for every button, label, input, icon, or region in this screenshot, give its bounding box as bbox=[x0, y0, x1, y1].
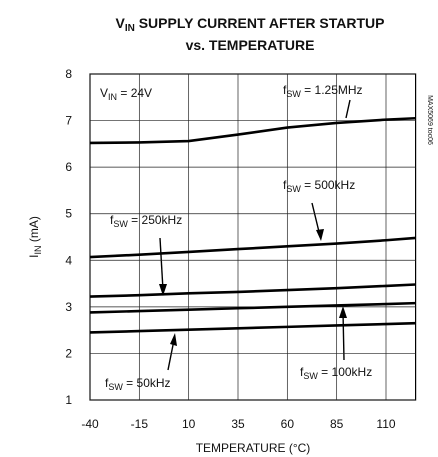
label-main: f bbox=[300, 365, 304, 379]
arrow bbox=[159, 237, 164, 291]
label-sub: SW bbox=[108, 382, 123, 392]
label-main: f bbox=[110, 213, 114, 227]
arrow bbox=[167, 339, 175, 371]
x-tick-label: 60 bbox=[281, 417, 295, 431]
label-rest: = 100kHz bbox=[318, 365, 372, 379]
arrow bbox=[345, 99, 351, 119]
chart-subtitle: vs. TEMPERATURE bbox=[186, 37, 315, 53]
y-tick-label: 2 bbox=[65, 346, 72, 360]
condition-label: VIN = 24V bbox=[100, 86, 152, 102]
side-note: MAX5069 toc06 bbox=[426, 95, 433, 145]
series-label: fSW = 1.25MHz bbox=[283, 83, 363, 99]
plot-frame bbox=[89, 73, 417, 401]
arrow bbox=[342, 311, 345, 361]
series-label: fSW = 50kHz bbox=[105, 376, 171, 392]
x-tick-label: -40 bbox=[81, 417, 99, 431]
x-tick-label: 35 bbox=[231, 417, 245, 431]
x-tick-label: 10 bbox=[182, 417, 196, 431]
label-main: f bbox=[105, 376, 109, 390]
annotation-arrows bbox=[159, 99, 351, 371]
label-rest: = 250kHz bbox=[128, 213, 182, 227]
label-rest: = 1.25MHz bbox=[301, 83, 363, 97]
series-line bbox=[89, 236, 416, 259]
label-sub: SW bbox=[113, 219, 128, 229]
label-main: f bbox=[283, 83, 287, 97]
label-rest: = 50kHz bbox=[123, 376, 171, 390]
x-tick-label: 110 bbox=[376, 417, 395, 431]
y-tick-label: 6 bbox=[65, 160, 72, 174]
series-line bbox=[89, 116, 416, 145]
label-sub: SW bbox=[303, 371, 318, 381]
label-main: f bbox=[283, 178, 287, 192]
arrow-head bbox=[170, 333, 177, 346]
label-sub: SW bbox=[286, 184, 301, 194]
series-line bbox=[89, 301, 416, 314]
series-label: fSW = 250kHz bbox=[110, 213, 182, 229]
arrow-head bbox=[339, 306, 347, 318]
y-tick-label: 5 bbox=[65, 207, 72, 221]
y-tick-label: 4 bbox=[65, 253, 72, 267]
series-line bbox=[89, 283, 416, 298]
series-label: fSW = 100kHz bbox=[300, 365, 372, 381]
y-tick-label: 3 bbox=[65, 300, 72, 314]
y-tick-label: 8 bbox=[65, 67, 72, 81]
y-tick-label: 7 bbox=[65, 114, 72, 128]
series-label: fSW = 500kHz bbox=[283, 178, 355, 194]
x-tick-label: -15 bbox=[131, 417, 149, 431]
y-tick-label: 1 bbox=[65, 393, 72, 407]
series-line bbox=[89, 321, 416, 334]
x-axis-label: TEMPERATURE (°C) bbox=[196, 441, 311, 455]
label-rest: = 500kHz bbox=[301, 178, 355, 192]
y-axis-label: IIN (mA) bbox=[27, 216, 43, 258]
label-sub: SW bbox=[286, 89, 301, 99]
chart-title: VIN SUPPLY CURRENT AFTER STARTUP bbox=[115, 15, 384, 34]
x-tick-label: 85 bbox=[330, 417, 344, 431]
arrow-head bbox=[316, 229, 324, 241]
arrow-head bbox=[159, 284, 167, 296]
